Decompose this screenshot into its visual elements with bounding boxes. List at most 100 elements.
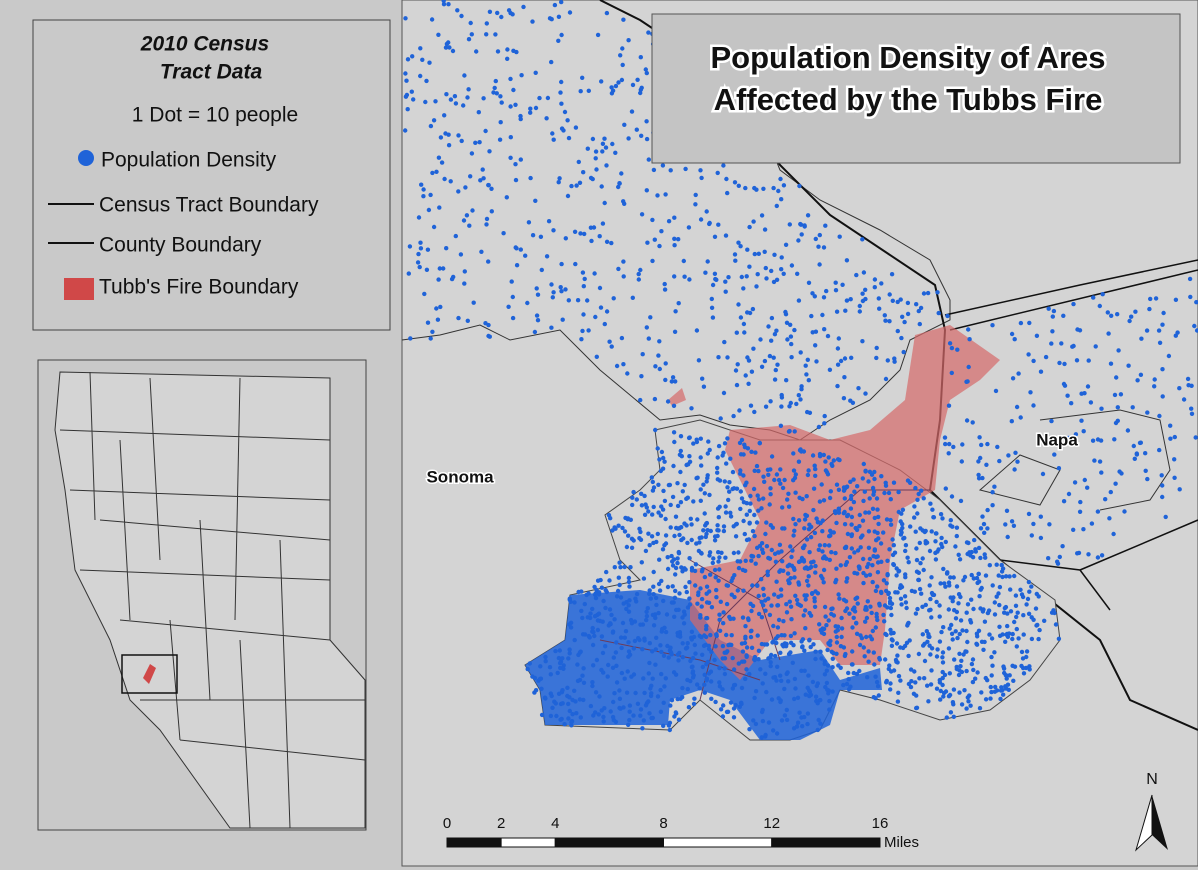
population-dot <box>615 588 621 594</box>
population-dot <box>943 584 948 589</box>
population-dot <box>867 572 873 577</box>
population-dot <box>557 176 562 181</box>
population-dot <box>881 612 886 618</box>
population-dot <box>465 318 470 323</box>
population-dot <box>759 577 764 582</box>
population-dot <box>844 560 850 565</box>
title-line: Affected by the Tubbs Fire <box>714 82 1103 117</box>
population-dot <box>599 79 604 84</box>
population-dot <box>724 176 729 182</box>
population-dot <box>864 573 869 578</box>
population-dot <box>916 491 921 497</box>
population-dot <box>710 560 715 566</box>
population-dot <box>836 336 841 341</box>
population-dot <box>794 597 800 603</box>
population-dot <box>597 234 602 239</box>
population-dot <box>756 508 761 513</box>
population-dot <box>818 697 823 703</box>
population-dot <box>732 180 738 185</box>
population-dot <box>886 490 892 496</box>
population-dot <box>610 714 616 720</box>
population-dot <box>1100 292 1105 297</box>
population-dot <box>946 451 951 456</box>
population-dot <box>1166 353 1172 359</box>
population-dot <box>849 355 854 360</box>
population-dot <box>987 632 992 637</box>
population-dot <box>879 281 884 286</box>
population-dot <box>872 515 877 521</box>
population-dot <box>1081 429 1086 434</box>
population-dot <box>842 496 847 501</box>
population-dot <box>927 643 932 648</box>
legend-item: Tubb's Fire Boundary <box>99 276 299 299</box>
population-dot <box>763 732 768 738</box>
population-dot <box>656 610 661 616</box>
population-dot <box>860 291 865 296</box>
population-dot <box>630 295 635 300</box>
population-dot <box>731 715 737 720</box>
population-dot <box>712 657 717 663</box>
population-dot <box>638 397 643 403</box>
population-dot <box>950 599 955 604</box>
population-dot <box>618 706 623 711</box>
population-dot <box>647 711 652 716</box>
population-dot <box>994 562 999 567</box>
population-dot <box>663 676 668 681</box>
population-dot <box>905 311 911 317</box>
population-dot <box>988 684 993 690</box>
population-dot <box>721 163 726 168</box>
population-dot <box>653 647 658 652</box>
population-dot <box>641 676 646 681</box>
population-dot <box>837 596 842 601</box>
population-dot <box>822 421 827 426</box>
population-dot <box>974 631 980 636</box>
population-dot <box>895 653 900 658</box>
population-dot <box>1024 602 1029 607</box>
population-dot <box>622 676 627 681</box>
population-dot <box>982 619 988 624</box>
population-dot <box>828 528 833 533</box>
population-dot <box>772 551 778 556</box>
population-dot <box>675 503 681 509</box>
population-dot <box>914 557 920 563</box>
population-dot <box>890 298 895 303</box>
population-dot <box>609 85 614 90</box>
population-dot <box>844 681 850 687</box>
population-dot <box>565 685 570 690</box>
population-dot <box>891 543 896 548</box>
population-dot <box>505 56 510 61</box>
population-dot <box>709 649 714 655</box>
population-dot <box>879 474 884 479</box>
population-dot <box>428 192 433 198</box>
population-dot <box>670 375 676 380</box>
population-dot <box>759 615 765 620</box>
population-dot <box>570 712 575 717</box>
population-dot <box>697 540 702 545</box>
population-dot <box>1057 360 1062 366</box>
population-dot <box>629 674 634 679</box>
population-dot <box>883 657 888 662</box>
population-dot <box>1192 323 1197 329</box>
population-dot <box>796 238 801 243</box>
population-dot <box>645 240 650 245</box>
population-dot <box>790 548 795 553</box>
population-dot <box>925 290 931 296</box>
population-dot <box>556 691 562 696</box>
population-dot <box>582 601 587 607</box>
population-dot <box>946 646 952 651</box>
population-dot <box>896 690 901 695</box>
population-dot <box>559 126 565 131</box>
population-dot <box>1038 369 1044 374</box>
population-dot <box>946 607 951 612</box>
population-dot <box>766 596 771 601</box>
population-dot <box>851 615 856 620</box>
population-dot <box>721 450 726 455</box>
population-dot <box>596 611 602 616</box>
population-dot <box>833 280 838 285</box>
population-dot <box>468 174 473 179</box>
population-dot <box>647 660 652 666</box>
population-dot <box>928 607 933 612</box>
population-dot <box>843 545 849 550</box>
population-dot <box>665 399 671 404</box>
population-dot <box>702 491 707 496</box>
